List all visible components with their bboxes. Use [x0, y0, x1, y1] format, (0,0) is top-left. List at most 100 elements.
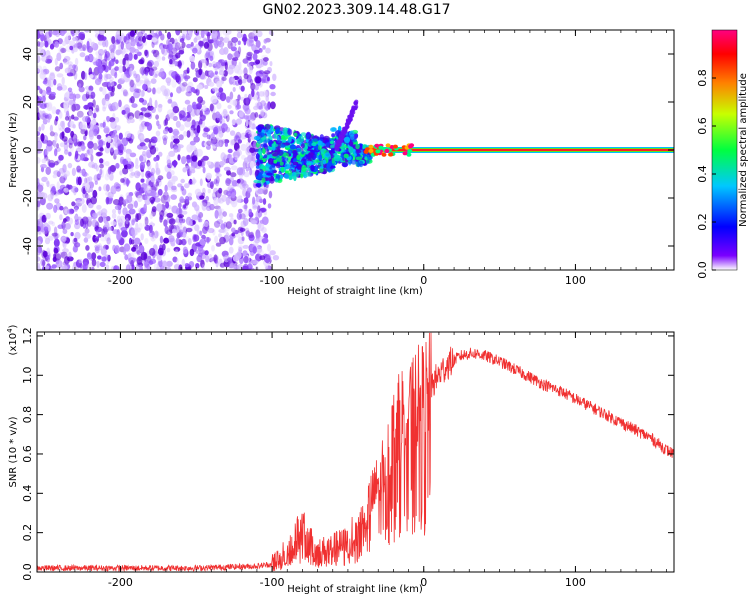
heatmap-cell — [358, 160, 364, 168]
heatmap-cell — [368, 148, 374, 153]
heatmap-cell — [177, 154, 181, 161]
heatmap-cell — [168, 127, 173, 134]
heatmap-cell — [99, 163, 104, 169]
heatmap-cell — [103, 183, 110, 192]
heatmap-cell — [100, 123, 104, 127]
heatmap-cell — [238, 79, 243, 86]
heatmap-cell — [178, 207, 182, 217]
heatmap-cell — [108, 103, 113, 110]
heatmap-cell — [144, 224, 151, 231]
heatmap-cell — [252, 205, 258, 210]
heatmap-cell — [230, 172, 237, 178]
heatmap-cell — [189, 145, 197, 151]
heatmap-cell — [140, 233, 144, 241]
heatmap-cell — [54, 118, 58, 126]
heatmap-cell — [269, 164, 276, 172]
heatmap-cell — [42, 95, 46, 103]
heatmap-cell — [195, 208, 200, 216]
heatmap-cell — [149, 189, 157, 197]
heatmap-cell — [252, 196, 256, 205]
heatmap-cell — [144, 49, 148, 56]
heatmap-cell — [105, 216, 111, 222]
heatmap-cell — [261, 227, 267, 233]
heatmap-cell — [63, 187, 69, 193]
heatmap-cell — [111, 209, 117, 214]
heatmap-cell — [221, 138, 225, 144]
heatmap-cell — [159, 210, 165, 218]
heatmap-cell — [213, 187, 219, 195]
heatmap-cell — [268, 190, 273, 199]
heatmap-cell — [116, 139, 122, 146]
heatmap-cell — [185, 195, 190, 204]
colorbar-tick-label: 0.2 — [696, 213, 709, 231]
heatmap-cell — [312, 138, 319, 142]
heatmap-cell — [165, 194, 171, 203]
heatmap-cell — [149, 247, 156, 256]
heatmap-cell — [225, 221, 232, 229]
heatmap-cell — [222, 228, 227, 234]
heatmap-cell — [243, 115, 250, 120]
y-tick-label: -20 — [21, 189, 34, 207]
heatmap-cell — [262, 198, 267, 205]
heatmap-cell — [163, 237, 169, 244]
heatmap-cell — [123, 89, 128, 97]
heatmap-cell — [46, 102, 53, 112]
heatmap-cell — [93, 238, 99, 244]
heatmap-cell — [288, 175, 293, 181]
heatmap-cell — [91, 252, 97, 260]
heatmap-cell — [59, 62, 64, 70]
heatmap-cell — [40, 192, 46, 199]
heatmap-cell — [318, 154, 323, 162]
heatmap-cell — [263, 143, 268, 148]
heatmap-cell — [168, 218, 176, 225]
heatmap-cell — [102, 106, 106, 112]
heatmap-cell — [239, 227, 246, 232]
heatmap-cell — [155, 181, 160, 187]
heatmap-cell — [185, 91, 192, 97]
snr-y-label: SNR (10 * v/v) — [8, 416, 19, 487]
heatmap-cell — [223, 153, 228, 160]
heatmap-cell — [228, 261, 235, 269]
heatmap-cell — [258, 105, 264, 110]
heatmap-cell — [231, 53, 237, 58]
heatmap-cell — [193, 136, 200, 143]
heatmap-cell — [163, 219, 168, 227]
heatmap-cell — [144, 195, 148, 201]
heatmap-cell — [166, 247, 171, 253]
heatmap-cell — [145, 170, 152, 179]
heatmap-cell — [208, 253, 213, 262]
heatmap-cell — [62, 239, 66, 247]
heatmap-cell — [243, 105, 249, 113]
heatmap-cell — [139, 142, 146, 147]
heatmap-cell — [246, 51, 253, 57]
heatmap-cell — [131, 212, 135, 221]
heatmap-cell — [173, 138, 180, 145]
heatmap-cell — [144, 80, 152, 85]
heatmap-cell — [141, 89, 145, 97]
heatmap-cell — [84, 177, 88, 184]
heatmap-cell — [93, 128, 98, 137]
heatmap-cell — [202, 226, 208, 234]
heatmap-cell — [74, 207, 78, 212]
heatmap-cell — [41, 123, 45, 131]
heatmap-cell — [255, 253, 262, 262]
heatmap-cell — [168, 70, 176, 77]
heatmap-cell — [198, 68, 203, 76]
heatmap-cell — [199, 230, 203, 236]
heatmap-cell — [233, 64, 240, 74]
heatmap-cell — [205, 254, 210, 263]
heatmap-cell — [147, 162, 152, 171]
heatmap-cell — [319, 134, 324, 141]
heatmap-cell — [152, 70, 156, 79]
heatmap-cell — [287, 136, 292, 143]
heatmap-cell — [300, 173, 304, 179]
heatmap-cell — [317, 145, 322, 151]
heatmap-cell — [95, 55, 103, 61]
heatmap-cell — [257, 222, 265, 232]
heatmap-cell — [42, 250, 48, 258]
heatmap-cell — [256, 161, 260, 166]
heatmap-cell — [123, 248, 127, 256]
heatmap-cell — [175, 237, 180, 245]
x-tick-label: -100 — [260, 274, 285, 287]
heatmap-cell — [53, 238, 60, 247]
